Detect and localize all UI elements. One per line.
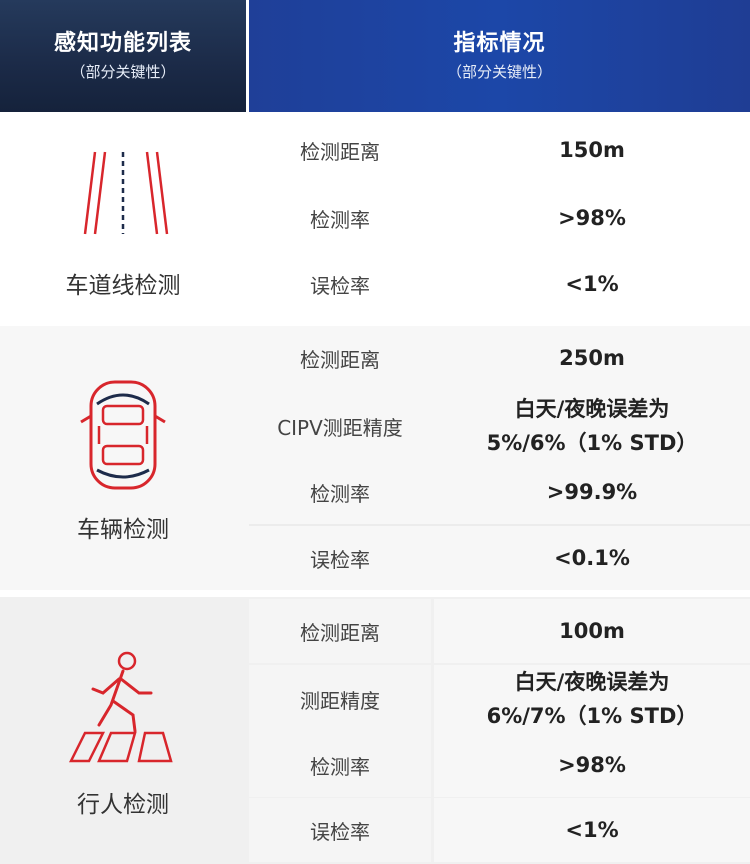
metric-value: 白天/夜晚误差为 5%/6%（1% STD） <box>434 392 750 460</box>
metric-name: 检测率 <box>310 207 370 232</box>
table-row: 误检率 <0.1% <box>0 526 750 590</box>
category-label: 车辆检测 <box>77 517 169 543</box>
metric-value-line: 6%/7%（1% STD） <box>486 704 698 728</box>
metric-value-line: 5%/6%（1% STD） <box>486 431 698 455</box>
header-left-subtitle: （部分关键性） <box>70 63 176 81</box>
category-cell: 车道线检测 <box>0 118 246 320</box>
table-row: 检测率 >98% <box>0 186 750 250</box>
category-label: 车道线检测 <box>65 273 181 299</box>
section-vehicle-detection: 车辆检测 检测距离 250m CIPV测距精度 白天/夜晚误差为 5%/6%（1… <box>0 326 750 590</box>
table-row: 检测率 >99.9% <box>0 460 750 524</box>
metric-name: 检测距离 <box>249 599 431 663</box>
table-row: 测距精度 白天/夜晚误差为 6%/7%（1% STD） <box>0 665 750 733</box>
metric-value: <1% <box>434 798 750 862</box>
metric-value: 白天/夜晚误差为 6%/7%（1% STD） <box>434 665 750 733</box>
row-divider <box>249 524 750 526</box>
header-right-title: 指标情况 <box>453 31 546 56</box>
section-lane-detection: 车道线检测 检测距离 150m 检测率 >98% 误检率 <1% <box>0 118 750 320</box>
metric-value-line: 白天/夜晚误差为 <box>514 397 670 421</box>
table-row: 检测率 >98% <box>0 733 750 797</box>
metric-name: 误检率 <box>249 526 431 590</box>
metric-name: 误检率 <box>310 273 370 298</box>
metric-value: <0.1% <box>434 526 750 590</box>
table-row: 误检率 <1% <box>0 252 750 316</box>
metric-name: 检测率 <box>249 733 431 797</box>
metric-name: 测距精度 <box>249 665 431 733</box>
table-row: 检测距离 100m <box>0 599 750 663</box>
table-row: 误检率 <1% <box>0 798 750 862</box>
metric-value: <1% <box>565 272 619 296</box>
metric-value: >98% <box>558 206 626 230</box>
metric-value: 150m <box>559 138 625 162</box>
metric-name: CIPV测距精度 <box>249 392 431 460</box>
metric-name: 检测距离 <box>300 139 380 164</box>
section-pedestrian-detection: 行人检测 检测距离 100m 测距精度 白天/夜晚误差为 6%/7%（1% ST… <box>0 597 750 864</box>
header-function-list: 感知功能列表 （部分关键性） <box>0 0 246 112</box>
table-row: CIPV测距精度 白天/夜晚误差为 5%/6%（1% STD） <box>0 392 750 460</box>
metric-value: >98% <box>434 733 750 797</box>
header-metrics: 指标情况 （部分关键性） <box>249 0 750 112</box>
car-top-view-icon <box>80 380 166 490</box>
category-label: 行人检测 <box>77 792 169 818</box>
category-cell: 车辆检测 <box>0 326 246 590</box>
header-right-subtitle: （部分关键性） <box>446 63 552 81</box>
lane-lines-icon <box>83 151 169 235</box>
header-left-title: 感知功能列表 <box>53 31 192 56</box>
metric-name: 检测距离 <box>249 326 431 390</box>
metric-value-line: 白天/夜晚误差为 <box>514 670 670 694</box>
metric-value: 100m <box>434 599 750 663</box>
table-row: 检测距离 150m <box>0 118 750 182</box>
category-cell: 行人检测 <box>0 597 246 864</box>
metric-name: 检测率 <box>249 460 431 524</box>
pedestrian-crosswalk-icon <box>68 651 173 763</box>
metric-value: 250m <box>434 326 750 390</box>
table-row: 检测距离 250m <box>0 326 750 390</box>
metric-value: >99.9% <box>434 460 750 524</box>
metric-name: 误检率 <box>249 798 431 862</box>
